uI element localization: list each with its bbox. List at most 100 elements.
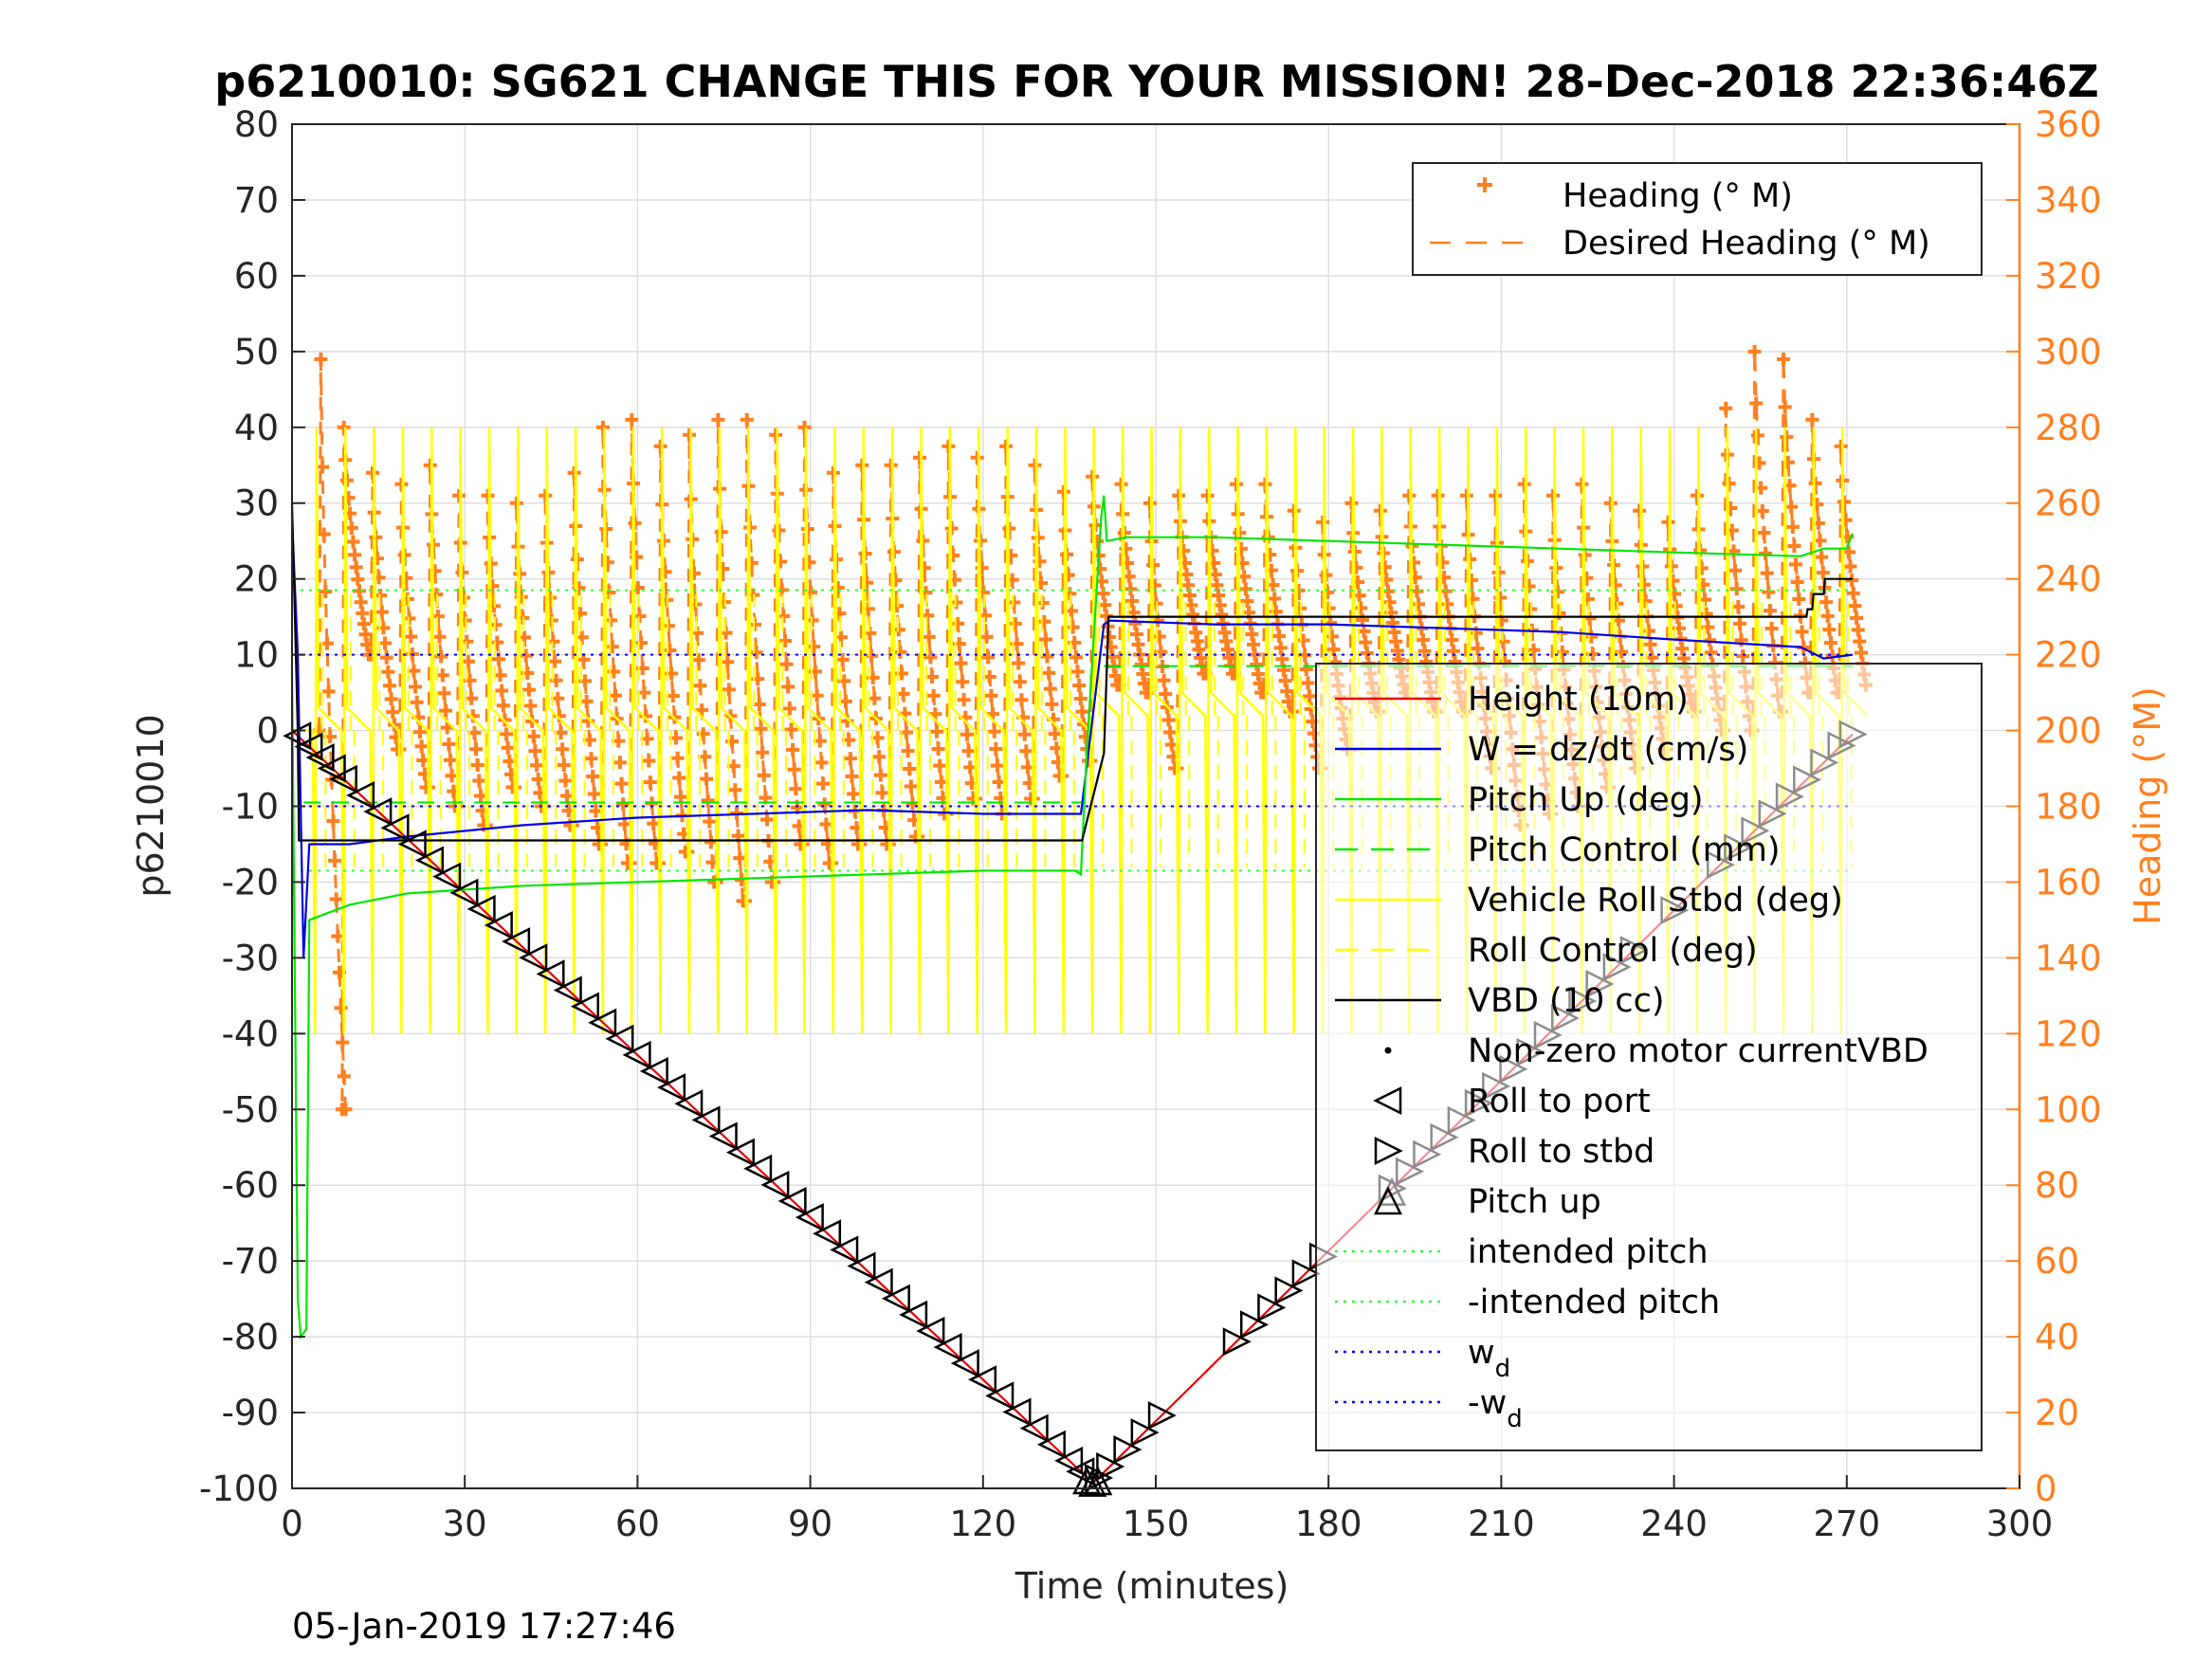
heading-point [970,450,984,465]
heading-point [1850,611,1864,625]
heading-point [616,797,631,811]
heading-point [933,758,947,773]
heading-point [1843,559,1857,574]
roll-to-port-marker [536,959,565,989]
heading-point [1778,400,1792,414]
legend-entry-label: Non-zero motor currentVBD [1468,1032,1929,1070]
heading-point [757,768,771,782]
roll-to-port-marker [414,846,445,875]
roll-to-port-marker [380,813,410,843]
heading-point [843,752,857,766]
heading-point [579,694,594,708]
heading-point [319,585,333,599]
heading-point [960,727,974,741]
heading-point [394,477,409,491]
roll-to-port-marker [933,1333,962,1362]
heading-point [1780,429,1794,444]
y2-tick-label: 60 [2035,1241,2079,1282]
heading-point [1161,713,1176,727]
heading-point [612,756,627,770]
heading-point [466,709,480,723]
heading-point [1848,599,1862,613]
legend-entry-label: Roll to port [1468,1083,1651,1121]
roll-to-port-marker [588,1008,617,1037]
heading-point [1690,488,1704,502]
heading-point [351,573,365,587]
heading-point [1517,477,1531,491]
heading-point [999,439,1014,453]
y2-tick-label: 300 [2035,332,2102,373]
y-tick-label: -70 [222,1241,279,1282]
heading-point [337,420,351,434]
heading-point [816,776,831,791]
heading-point [1086,469,1100,483]
heading-point [1792,592,1806,606]
heading-point [639,709,653,723]
heading-point [868,691,882,705]
legend-entry-label: intended pitch [1468,1233,1709,1271]
legend-entry-label: Roll to stbd [1468,1133,1654,1171]
heading-point [1301,676,1315,690]
roll-to-port-marker [830,1235,859,1265]
heading-point [1143,496,1157,510]
heading-point [784,722,798,737]
heading-point [1699,607,1713,621]
heading-point [386,705,400,720]
heading-point [1069,650,1083,665]
heading-point [493,668,507,683]
heading-point [814,756,829,770]
heading-point [957,693,971,707]
y-tick-label: 10 [234,635,279,676]
heading-point [1736,649,1750,664]
y2-tick-label: 180 [2035,787,2102,828]
roll-to-port-marker [466,894,496,923]
roll-to-port-marker [502,927,531,957]
heading-point [695,703,709,718]
heading-point [817,797,832,811]
heading-point [835,652,850,666]
heading-point [352,584,366,598]
x-tick-label: 60 [615,1504,660,1544]
heading-point [1373,503,1387,518]
heading-point [326,814,340,829]
heading-point [495,684,509,698]
heading-point [987,724,1001,738]
heading-point [548,654,562,668]
y2-tick-label: 240 [2035,559,2102,600]
y-tick-label: -20 [222,862,279,902]
legend-entry-label: Pitch Control (mm) [1468,831,1780,869]
heading-point [378,636,393,650]
heading-point [754,721,768,736]
roll-to-port-marker [553,975,582,1005]
heading-point [1822,623,1837,637]
heading-point [509,496,523,510]
heading-point [490,635,504,649]
heading-point [1017,727,1032,741]
y2-tick-label: 100 [2035,1089,2102,1130]
heading-point [1851,623,1865,637]
roll-to-port-marker [605,1024,634,1053]
roll-to-port-marker [777,1186,807,1216]
x-tick-label: 120 [949,1504,1016,1544]
x-tick-label: 150 [1123,1504,1190,1544]
heading-point [1795,625,1809,639]
heading-point [586,770,600,784]
heading-point [1789,557,1803,572]
heading-point [1603,496,1618,510]
roll-to-stbd-marker [1147,1401,1177,1431]
heading-point [1820,609,1835,623]
heading-point [1819,595,1834,610]
x-tick-label: 0 [281,1504,303,1544]
heading-point [941,439,956,453]
heading-point [1719,401,1733,415]
heading-point [789,782,803,796]
heading-point [931,741,945,756]
heading-point [855,458,869,472]
heading-point [1825,648,1839,663]
y-tick-label: -90 [222,1393,279,1433]
heading-point [481,488,495,502]
heading-point [826,465,840,480]
heading-point [334,1001,348,1015]
roll-to-port-marker [484,910,513,940]
y2-axis-label: Heading (°M) [2127,686,2168,925]
